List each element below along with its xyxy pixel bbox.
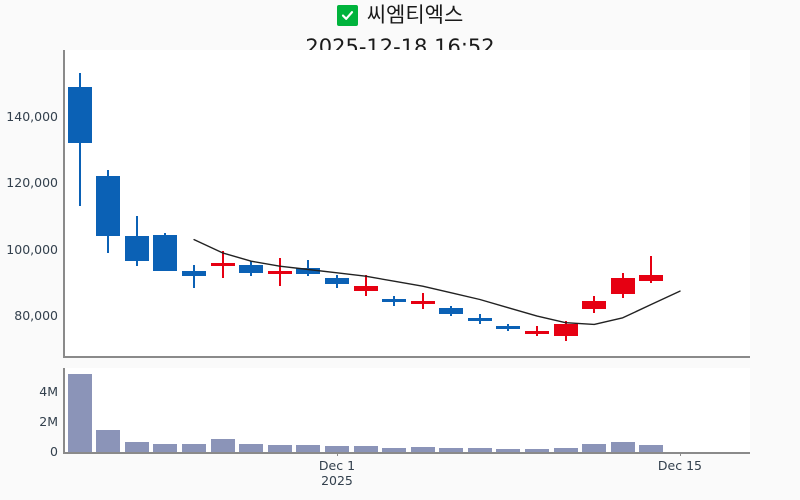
x-tick-mark — [336, 452, 338, 456]
price-y-tick: 120,000 — [6, 175, 58, 191]
volume-chart-panel[interactable] — [64, 368, 750, 452]
volume-bar[interactable] — [324, 446, 349, 452]
volume-bar[interactable] — [239, 443, 264, 452]
volume-bar[interactable] — [553, 447, 578, 452]
price-y-axis — [63, 50, 65, 356]
candle-body[interactable] — [382, 299, 407, 302]
volume-bar[interactable] — [353, 445, 378, 452]
volume-bar[interactable] — [182, 443, 207, 452]
volume-bar[interactable] — [496, 448, 521, 452]
candle-body[interactable] — [639, 274, 664, 282]
x-axis-tick: Dec 15 — [630, 458, 730, 473]
page-title: 씨엠티엑스 — [366, 2, 464, 27]
volume-bar[interactable] — [267, 444, 292, 452]
volume-bar[interactable] — [467, 448, 492, 452]
x-tick-mark — [679, 452, 681, 456]
candle-wick — [364, 274, 367, 297]
candle-body[interactable] — [239, 264, 264, 273]
volume-bar[interactable] — [210, 438, 235, 452]
volume-bar[interactable] — [382, 447, 407, 452]
candle-body[interactable] — [353, 286, 378, 292]
candle-body[interactable] — [182, 271, 207, 277]
candle-body[interactable] — [582, 301, 607, 310]
x-axis-tick: Dec 1 2025 — [287, 458, 387, 488]
check-icon[interactable] — [336, 4, 358, 26]
candle-body[interactable] — [153, 234, 178, 272]
candle-body[interactable] — [324, 277, 349, 285]
price-y-tick: 140,000 — [6, 108, 58, 124]
volume-y-axis — [63, 368, 65, 452]
candle-body[interactable] — [67, 86, 92, 144]
candle-body[interactable] — [210, 262, 235, 267]
price-y-tick: 100,000 — [6, 241, 58, 257]
x-tick-label: Dec 1 — [318, 458, 356, 473]
candle-body[interactable] — [553, 324, 578, 337]
candle-body[interactable] — [525, 331, 550, 334]
volume-bar[interactable] — [96, 430, 121, 452]
candle-body[interactable] — [467, 317, 492, 322]
volume-bar[interactable] — [610, 442, 635, 452]
candle-body[interactable] — [267, 271, 292, 274]
volume-bar[interactable] — [582, 444, 607, 452]
candle-body[interactable] — [296, 267, 321, 275]
volume-bar[interactable] — [639, 444, 664, 452]
volume-y-tick: 0 — [50, 444, 58, 459]
candle-wick — [650, 256, 653, 283]
volume-bar[interactable] — [124, 442, 149, 452]
volume-bar[interactable] — [153, 443, 178, 452]
volume-bar[interactable] — [410, 447, 435, 452]
volume-x-axis — [63, 452, 750, 454]
x-tick-year: 2025 — [321, 473, 353, 488]
price-chart-panel[interactable] — [64, 50, 750, 356]
volume-bar[interactable] — [296, 444, 321, 452]
volume-y-tick: 2M — [39, 414, 58, 429]
volume-y-tick: 4M — [39, 384, 58, 399]
candle-body[interactable] — [410, 301, 435, 304]
price-x-axis — [63, 356, 750, 358]
price-y-tick: 80,000 — [14, 308, 58, 324]
candle-body[interactable] — [610, 277, 635, 295]
candle-body[interactable] — [496, 326, 521, 330]
candle-body[interactable] — [96, 176, 121, 237]
x-tick-label: Dec 15 — [657, 458, 702, 473]
candle-wick — [193, 264, 196, 288]
candle-body[interactable] — [439, 307, 464, 315]
volume-bar[interactable] — [439, 447, 464, 452]
volume-bar[interactable] — [525, 449, 550, 452]
title-row: 씨엠티엑스 — [0, 0, 800, 30]
candle-body[interactable] — [124, 236, 149, 262]
volume-bar[interactable] — [67, 374, 92, 452]
